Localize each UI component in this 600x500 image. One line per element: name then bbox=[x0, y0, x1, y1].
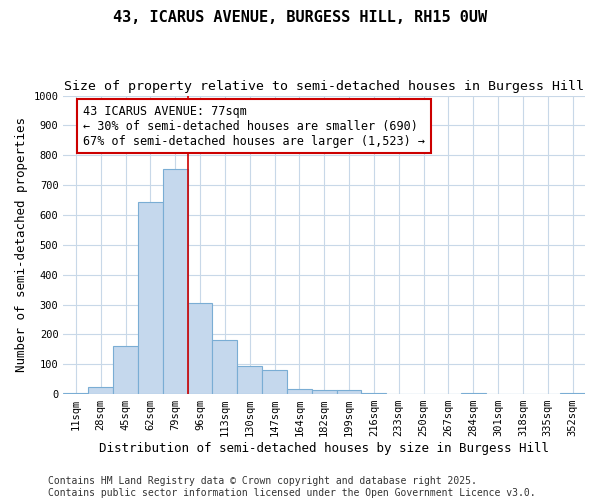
Y-axis label: Number of semi-detached properties: Number of semi-detached properties bbox=[15, 118, 28, 372]
Bar bbox=[163, 168, 188, 394]
Bar bbox=[560, 393, 585, 394]
Bar bbox=[337, 390, 361, 394]
Bar bbox=[212, 340, 237, 394]
Bar bbox=[287, 389, 312, 394]
Bar bbox=[237, 366, 262, 394]
Bar bbox=[188, 303, 212, 394]
Bar bbox=[88, 386, 113, 394]
Text: Contains HM Land Registry data © Crown copyright and database right 2025.
Contai: Contains HM Land Registry data © Crown c… bbox=[48, 476, 536, 498]
Title: Size of property relative to semi-detached houses in Burgess Hill: Size of property relative to semi-detach… bbox=[64, 80, 584, 93]
Bar bbox=[262, 370, 287, 394]
Bar bbox=[312, 390, 337, 394]
X-axis label: Distribution of semi-detached houses by size in Burgess Hill: Distribution of semi-detached houses by … bbox=[99, 442, 549, 455]
Text: 43, ICARUS AVENUE, BURGESS HILL, RH15 0UW: 43, ICARUS AVENUE, BURGESS HILL, RH15 0U… bbox=[113, 10, 487, 25]
Bar bbox=[113, 346, 138, 394]
Bar bbox=[64, 392, 88, 394]
Bar bbox=[361, 393, 386, 394]
Bar bbox=[138, 202, 163, 394]
Text: 43 ICARUS AVENUE: 77sqm
← 30% of semi-detached houses are smaller (690)
67% of s: 43 ICARUS AVENUE: 77sqm ← 30% of semi-de… bbox=[83, 104, 425, 148]
